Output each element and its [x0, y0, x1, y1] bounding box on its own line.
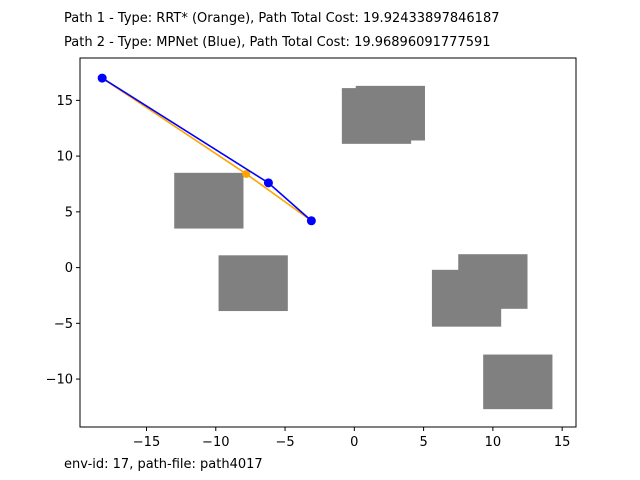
obstacle-2	[355, 85, 425, 141]
obstacle-6	[431, 269, 502, 327]
plot-frame	[79, 57, 577, 428]
env-footer: env-id: 17, path-file: path4017	[64, 457, 263, 472]
y-tick-label: −10	[46, 373, 73, 388]
mpnet-waypoint-2	[263, 178, 273, 188]
x-tick-label: −15	[133, 435, 160, 450]
x-tick-label: 10	[485, 435, 502, 450]
x-tick-label: −10	[202, 435, 229, 450]
y-tick-label: 15	[56, 94, 73, 109]
path2-info: Path 2 - Type: MPNet (Blue), Path Total …	[64, 35, 491, 50]
mpnet-waypoint-1	[97, 73, 107, 83]
y-tick-label: 10	[56, 150, 73, 165]
x-tick-label: 0	[350, 435, 358, 450]
y-tick-label: 5	[65, 205, 73, 220]
obstacle-4	[218, 255, 288, 312]
obstacle-3	[174, 172, 244, 229]
y-axis: −10 −5 0 5 10 15	[46, 94, 80, 388]
x-axis: −15 −10 −5 0 5 10 15	[133, 427, 571, 450]
mpnet-waypoint-3	[306, 216, 316, 226]
obstacle-7	[483, 354, 553, 410]
x-tick-label: 15	[554, 435, 571, 450]
x-tick-label: 5	[419, 435, 427, 450]
path1-info: Path 1 - Type: RRT* (Orange), Path Total…	[64, 11, 500, 26]
y-tick-label: −5	[54, 317, 73, 332]
paths-layer	[97, 73, 316, 226]
y-tick-label: 0	[65, 261, 73, 276]
obstacles-layer	[174, 85, 553, 410]
rrt-waypoint-2	[242, 169, 251, 178]
x-tick-label: −5	[275, 435, 294, 450]
